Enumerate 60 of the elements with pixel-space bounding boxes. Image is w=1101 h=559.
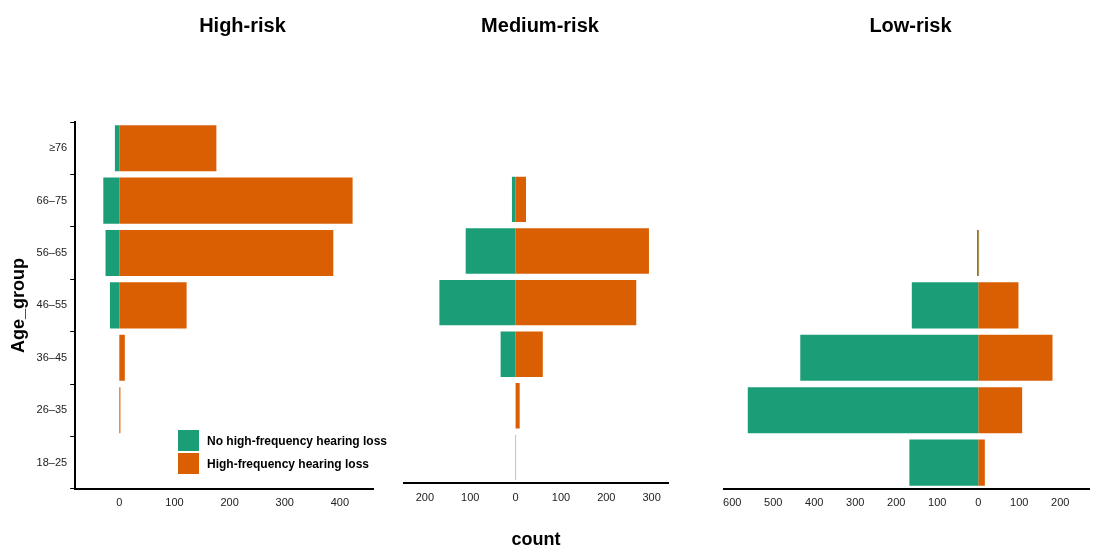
- x-tick-label: 200: [415, 490, 435, 503]
- x-tick-label: 100: [1010, 496, 1029, 509]
- y-tick-label: 46–55: [36, 298, 68, 311]
- x-tick-label: 400: [805, 496, 824, 509]
- x-tick-label: 400: [330, 496, 350, 509]
- bar: [500, 331, 516, 377]
- x-tick-label: 100: [928, 496, 947, 509]
- bar: [515, 176, 527, 223]
- bar: [978, 334, 1053, 381]
- x-tick-label: 300: [275, 496, 294, 509]
- y-tick-label: ≥76: [48, 141, 68, 154]
- x-tick-label: 200: [1051, 496, 1070, 509]
- y-tick-label: 18–25: [36, 455, 68, 468]
- x-tick-label: 100: [551, 490, 571, 503]
- x-tick-label: 300: [642, 490, 661, 503]
- x-tick-label: 300: [846, 496, 865, 509]
- bar: [800, 334, 979, 381]
- legend-label: High-frequency hearing loss: [207, 456, 370, 471]
- bar: [747, 387, 979, 434]
- bar: [109, 282, 120, 329]
- bar: [465, 228, 516, 274]
- bar: [515, 279, 637, 326]
- bar: [103, 177, 120, 224]
- bar: [439, 279, 516, 326]
- bar: [978, 387, 1023, 434]
- bar: [119, 177, 353, 224]
- bar: [978, 282, 1019, 329]
- y-tick-label: 56–65: [36, 246, 68, 259]
- chart-title: Medium-risk: [480, 14, 600, 37]
- bar: [119, 282, 187, 329]
- bar: [119, 229, 334, 277]
- x-tick-label: 0: [975, 496, 982, 509]
- x-tick-label: 200: [220, 496, 239, 509]
- bar: [978, 439, 985, 486]
- y-tick-label: 66–75: [36, 193, 68, 206]
- x-tick-label: 0: [116, 496, 123, 509]
- chart-title: High-risk: [198, 14, 287, 37]
- bar: [911, 282, 979, 329]
- x-tick-label: 100: [461, 490, 480, 503]
- bar: [105, 229, 120, 277]
- x-tick-label: 100: [165, 496, 184, 509]
- x-axis-title: count: [511, 529, 561, 550]
- x-tick-label: 200: [597, 490, 616, 503]
- bar: [515, 331, 543, 377]
- x-tick-label: 600: [723, 496, 742, 509]
- y-tick-label: 36–45: [36, 350, 68, 363]
- bar: [114, 125, 120, 172]
- x-tick-label: 500: [764, 496, 783, 509]
- x-tick-label: 200: [887, 496, 906, 509]
- bar: [511, 176, 516, 223]
- chart-title: Low-risk: [868, 14, 953, 37]
- bar: [909, 439, 979, 486]
- bar: [119, 125, 217, 172]
- y-tick-label: 26–35: [36, 403, 68, 416]
- bar: [515, 228, 649, 274]
- bar: [515, 383, 520, 429]
- y-axis-title: Age_group: [7, 257, 28, 353]
- x-tick-label: 0: [512, 490, 519, 503]
- legend-label: No high-frequency hearing loss: [207, 433, 388, 448]
- bar: [119, 334, 125, 381]
